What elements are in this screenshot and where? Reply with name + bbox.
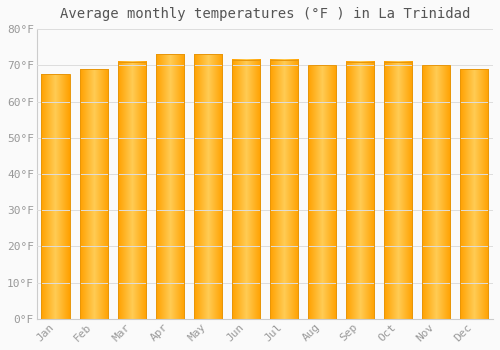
Bar bbox=[232, 60, 260, 319]
Bar bbox=[194, 54, 222, 319]
Bar bbox=[156, 54, 184, 319]
Bar bbox=[460, 69, 488, 319]
Bar bbox=[270, 60, 298, 319]
Bar bbox=[80, 69, 108, 319]
Bar bbox=[308, 65, 336, 319]
Bar bbox=[346, 62, 374, 319]
Title: Average monthly temperatures (°F ) in La Trinidad: Average monthly temperatures (°F ) in La… bbox=[60, 7, 470, 21]
Bar bbox=[384, 62, 412, 319]
Bar bbox=[422, 65, 450, 319]
Bar bbox=[118, 62, 146, 319]
Bar bbox=[42, 74, 70, 319]
